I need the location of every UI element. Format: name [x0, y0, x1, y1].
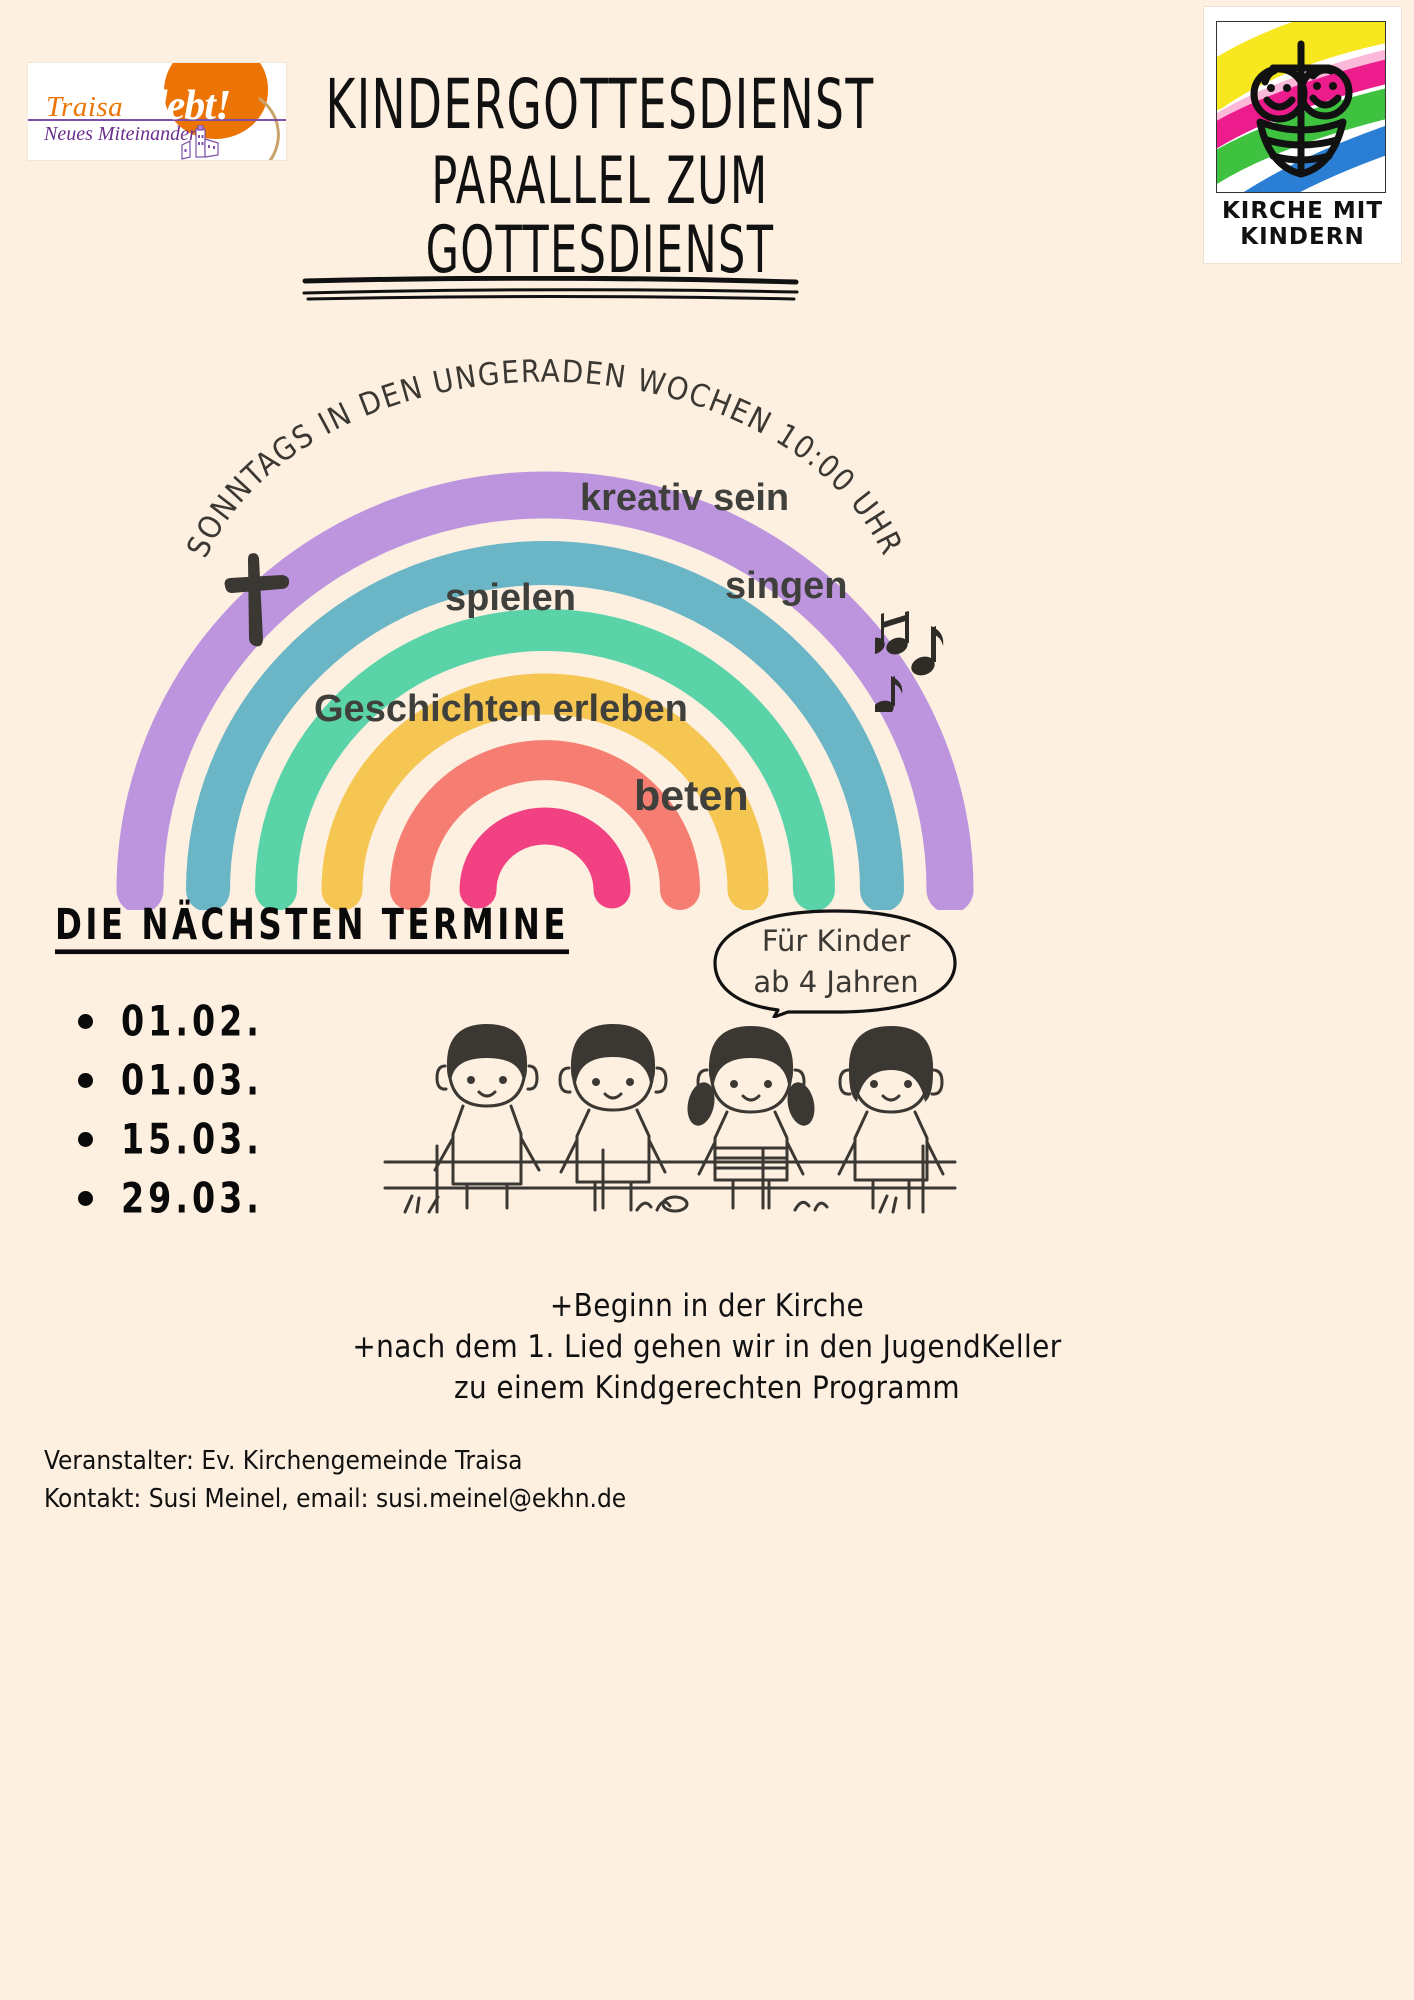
kmk-line-1: KIRCHE MIT — [1221, 198, 1384, 224]
traisa-wordmark: Traisa — [46, 91, 124, 123]
note-line-1: +Beginn in der Kirche — [549, 1288, 865, 1324]
arc-text: SONNTAGS IN DEN UNGERADEN WOCHEN 10:00 U… — [180, 354, 908, 563]
bullet-icon — [78, 1073, 93, 1088]
rainbow-label-spielen: spielen — [445, 577, 576, 619]
date-value: 15.03. — [121, 1115, 263, 1164]
list-item: 15.03. — [78, 1115, 263, 1164]
bullet-icon — [78, 1014, 93, 1029]
rainbow-label-beten: beten — [634, 772, 749, 820]
traisa-lebt-logo: Traisa lebt! Neues Miteinander! — [27, 62, 287, 161]
list-item: 01.03. — [78, 1056, 263, 1105]
rainbow-graphic: SONNTAGS IN DEN UNGERADEN WOCHEN 10:00 U… — [80, 330, 1010, 910]
kmk-wordmark: KIRCHE MIT KINDERN — [1204, 198, 1401, 251]
bubble-line-2: ab 4 Jahren — [753, 965, 919, 1000]
music-notes-icon — [875, 611, 944, 712]
rainbow-label-kreativ: kreativ sein — [580, 477, 790, 519]
termine-heading: DIE NÄCHSTEN TERMINE — [55, 901, 569, 950]
bullet-icon — [78, 1191, 93, 1206]
kmk-artwork — [1216, 21, 1386, 193]
footer-kontakt: Kontakt: Susi Meinel, email: susi.meinel… — [44, 1483, 627, 1514]
note-line-2: +nach dem 1. Lied gehen wir in den Jugen… — [352, 1329, 1062, 1366]
traisa-tagline: Neues Miteinander! — [44, 123, 204, 145]
termine-list: 01.02. 01.03. 15.03. 29.03. — [78, 997, 263, 1236]
children-at-fence-illustration — [383, 1024, 957, 1214]
cross-icon — [224, 553, 290, 647]
date-value: 01.02. — [121, 997, 263, 1046]
rainbow-label-geschichten: Geschichten erleben — [314, 688, 688, 730]
title-line-2: PARALLEL ZUM GOTTESDIENST — [425, 144, 775, 289]
date-value: 29.03. — [121, 1174, 263, 1223]
building-icon — [181, 125, 219, 160]
poster-title: KINDERGOTTESDIENST PARALLEL ZUM GOTTESDI… — [290, 64, 910, 286]
rainbow-bands — [116, 471, 974, 910]
rainbow-label-singen: singen — [725, 565, 848, 607]
title-line-1: KINDERGOTTESDIENST — [325, 64, 875, 145]
list-item: 29.03. — [78, 1174, 263, 1223]
list-item: 01.02. — [78, 997, 263, 1046]
bullet-icon — [78, 1132, 93, 1147]
bubble-line-1: Für Kinder — [761, 924, 911, 958]
lebt-wordmark: lebt! — [156, 83, 231, 129]
speech-bubble — [713, 909, 957, 1018]
purple-rule — [28, 119, 286, 121]
date-value: 01.03. — [121, 1056, 263, 1105]
title-underline-decoration — [302, 276, 799, 301]
speech-bubble-text: Für Kinder ab 4 Jahren — [722, 921, 950, 1003]
note-line-3: zu einem Kindgerechten Programm — [454, 1370, 960, 1407]
orange-sun-shape — [164, 63, 268, 139]
footer-contact: Veranstalter: Ev. Kirchengemeinde Traisa… — [44, 1443, 626, 1518]
kmk-line-2: KINDERN — [1240, 223, 1365, 250]
footer-organizer: Veranstalter: Ev. Kirchengemeinde Traisa — [44, 1446, 523, 1476]
kirche-mit-kindern-logo: KIRCHE MIT KINDERN — [1203, 6, 1402, 264]
program-notes: +Beginn in der Kirche +nach dem 1. Lied … — [0, 1286, 1414, 1410]
